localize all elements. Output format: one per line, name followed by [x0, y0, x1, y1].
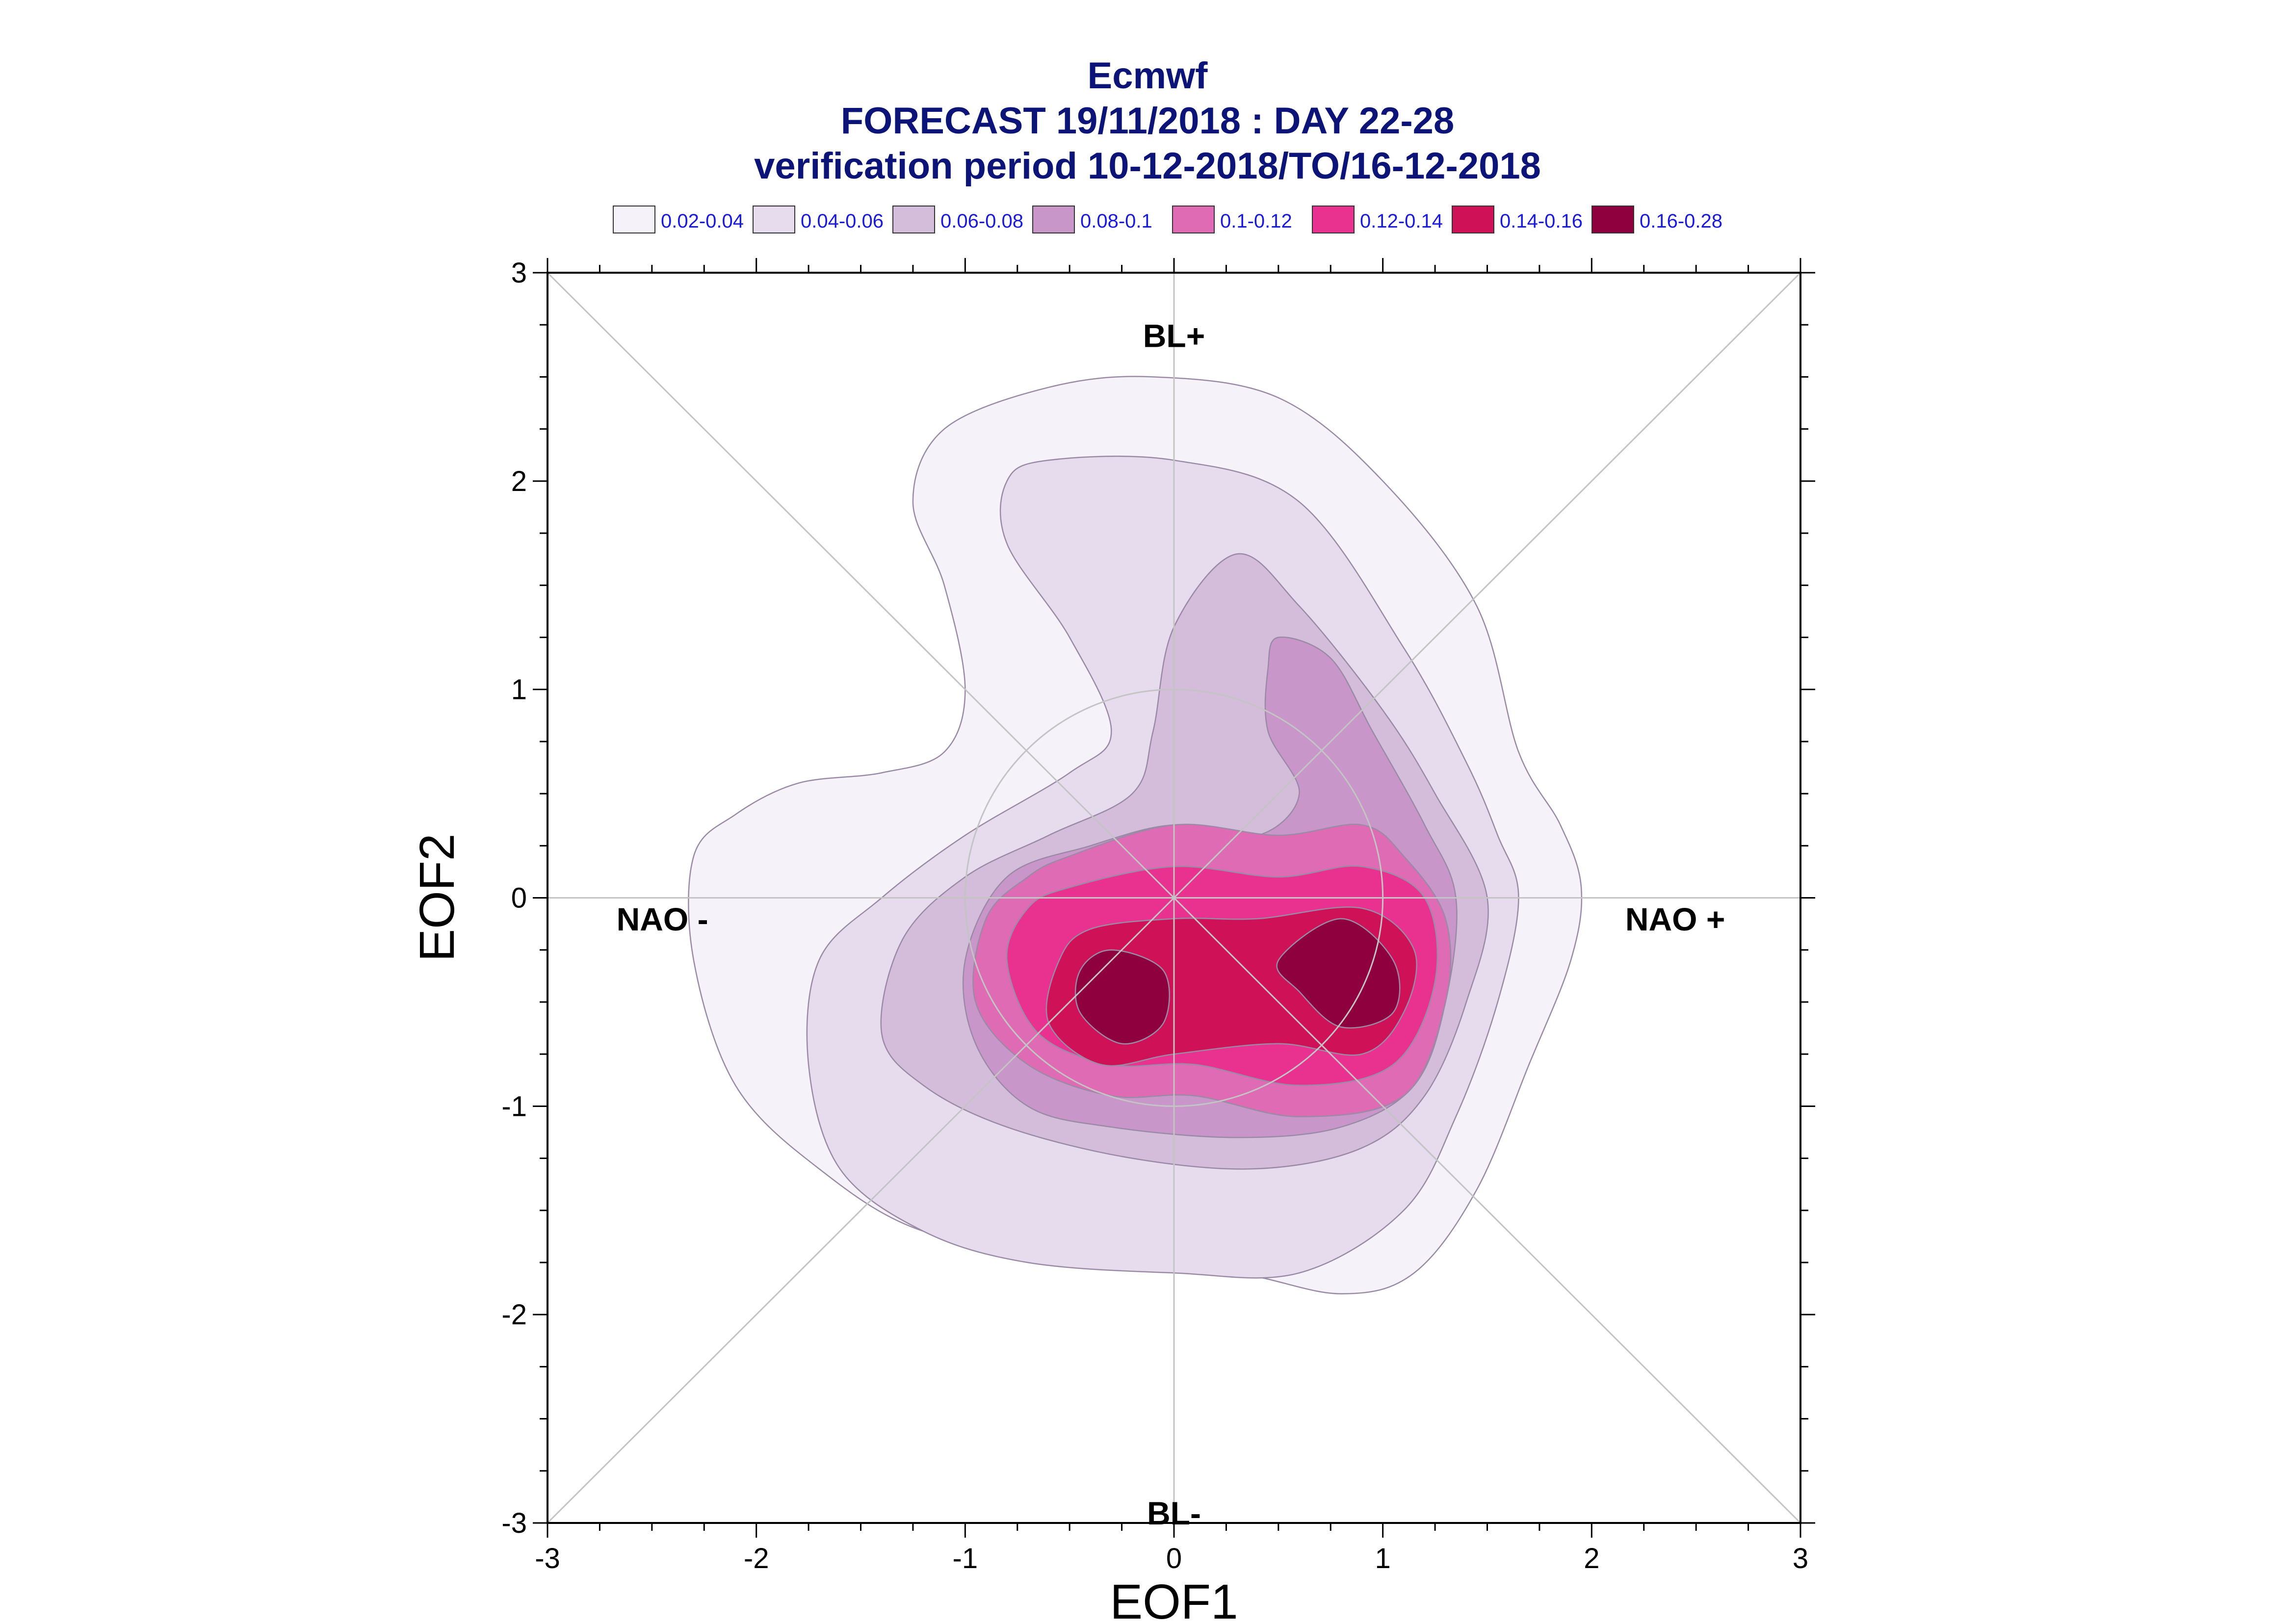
- legend-label: 0.08-0.1: [1080, 210, 1152, 232]
- legend: 0.02-0.04 0.04-0.06 0.06-0.08 0.08-0.1 0.1-0…: [613, 206, 1722, 233]
- legend-label: 0.04-0.06: [801, 210, 884, 232]
- legend-swatch: [1032, 206, 1075, 233]
- unit-circle: [964, 689, 1384, 1107]
- x-tick-label: -3: [535, 1543, 560, 1574]
- y-tick-label: 2: [511, 465, 527, 497]
- regime-labels: BL+ NAO - NAO + BL-: [617, 317, 1725, 1531]
- density-contours: [688, 376, 1583, 1294]
- x-tick-label: 0: [1166, 1543, 1182, 1574]
- legend-label: 0.06-0.08: [940, 210, 1023, 232]
- legend-label: 0.14-0.16: [1500, 210, 1583, 232]
- legend-swatch: [1591, 206, 1634, 233]
- x-tick-label: 1: [1375, 1543, 1391, 1574]
- chart-period: verification period 10-12-2018/TO/16-12-…: [754, 145, 1541, 187]
- legend-swatch: [1312, 206, 1355, 233]
- y-tick-label: -3: [501, 1507, 527, 1539]
- chart-title: Ecmwf: [1088, 55, 1208, 97]
- regime-label: NAO -: [617, 901, 708, 937]
- legend-swatch: [1172, 206, 1215, 233]
- legend-label: 0.1-0.12: [1220, 210, 1292, 232]
- y-tick-label: 1: [511, 674, 527, 706]
- y-tick-label: 3: [511, 257, 527, 289]
- y-axis-label: EOF2: [410, 833, 465, 961]
- legend-swatch: [892, 206, 935, 233]
- axis-ticks: -3 -2 -1 0 1 2 3 -3 -2 -1 0 1 2 3: [501, 257, 1815, 1574]
- y-tick-label: -2: [501, 1299, 527, 1331]
- legend-label: 0.02-0.04: [661, 210, 744, 232]
- regime-label: BL+: [1143, 317, 1205, 354]
- y-tick-label: 0: [511, 882, 527, 914]
- x-tick-label: -1: [953, 1543, 978, 1574]
- regime-label: BL-: [1147, 1495, 1201, 1531]
- y-tick-label: -1: [501, 1090, 527, 1122]
- regime-label: NAO +: [1625, 901, 1725, 937]
- contour-level-0.16-0.28: [1276, 918, 1401, 1029]
- x-axis-label: EOF1: [1110, 1574, 1238, 1624]
- legend-swatch: [1452, 206, 1494, 233]
- legend-label: 0.16-0.28: [1640, 210, 1722, 232]
- diagonal-line: [547, 272, 1801, 1524]
- legend-swatch: [613, 206, 655, 233]
- legend-swatch: [753, 206, 795, 233]
- legend-label: 0.12-0.14: [1360, 210, 1443, 232]
- guide-lines: [547, 272, 1801, 1524]
- plot-area: -3 -2 -1 0 1 2 3 -3 -2 -1 0 1 2 3 BL+ NAO - NAO + BL-: [501, 257, 1815, 1574]
- x-tick-label: 2: [1584, 1543, 1599, 1574]
- x-tick-label: 3: [1793, 1543, 1808, 1574]
- chart-subtitle: FORECAST 19/11/2018 : DAY 22-28: [841, 100, 1454, 142]
- x-tick-label: -2: [744, 1543, 769, 1574]
